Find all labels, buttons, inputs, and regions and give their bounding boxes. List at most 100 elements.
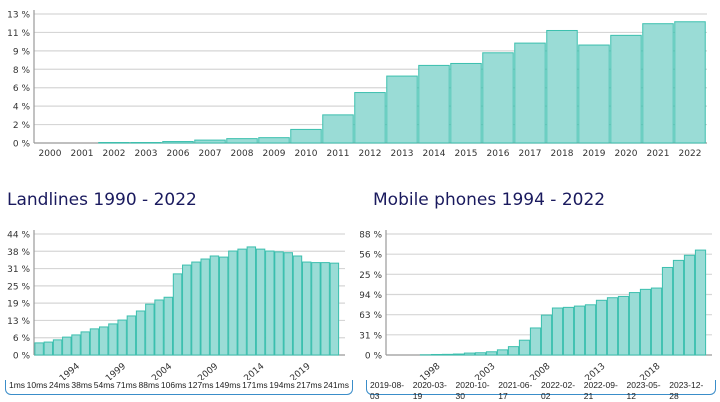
bar-2009 bbox=[259, 138, 290, 143]
slider-label: 194ms bbox=[269, 380, 295, 391]
bar-2021 bbox=[684, 255, 694, 355]
slider-label: 2020-10-30 bbox=[456, 380, 499, 402]
bar-2006 bbox=[183, 265, 191, 355]
bar-2012 bbox=[355, 93, 386, 143]
y-tick-label: 0 % bbox=[365, 352, 383, 362]
bar-1998 bbox=[431, 354, 441, 355]
x-tick-label: 1994 bbox=[58, 361, 82, 380]
bar-2018 bbox=[293, 256, 301, 355]
slider-label: 71ms bbox=[116, 380, 137, 391]
y-tick-label: 6 % bbox=[13, 84, 31, 94]
bar-2016 bbox=[483, 53, 514, 143]
bar-2012 bbox=[238, 249, 246, 355]
bar-2014 bbox=[607, 298, 617, 355]
x-tick-label: 2001 bbox=[71, 149, 94, 159]
bar-2001 bbox=[136, 311, 144, 355]
y-tick-label: 156 % bbox=[360, 251, 382, 261]
y-tick-label: 38 % bbox=[7, 248, 30, 258]
x-tick-label: 2007 bbox=[199, 149, 222, 159]
mobile-title: Mobile phones 1994 - 2022 bbox=[373, 190, 605, 210]
bar-2017 bbox=[515, 43, 546, 143]
slider-label: 2020-03-19 bbox=[413, 380, 456, 402]
bar-2007 bbox=[195, 140, 226, 143]
slider-label: 38ms bbox=[71, 380, 92, 391]
y-tick-label: 94 % bbox=[360, 291, 382, 301]
y-tick-label: 9 % bbox=[13, 47, 31, 57]
bar-2021 bbox=[643, 24, 674, 143]
y-tick-label: 63 % bbox=[360, 311, 382, 321]
bar-2007 bbox=[192, 262, 200, 355]
bar-2020 bbox=[611, 35, 642, 143]
bar-2015 bbox=[451, 63, 482, 143]
slider-label: 2022-09-21 bbox=[584, 380, 627, 402]
slider-label: 106ms bbox=[161, 380, 187, 391]
bar-2016 bbox=[275, 252, 283, 355]
bar-2013 bbox=[387, 76, 418, 143]
y-tick-label: 11 % bbox=[7, 29, 30, 39]
bar-2020 bbox=[312, 263, 320, 355]
bar-2006 bbox=[163, 142, 194, 143]
bar-1996 bbox=[90, 329, 98, 355]
x-tick-label: 2018 bbox=[551, 149, 574, 159]
slider-label: 241ms bbox=[323, 380, 349, 391]
x-tick-label: 2021 bbox=[647, 149, 670, 159]
slider-label: 2023-12-28 bbox=[669, 380, 712, 402]
mobile-chart: 0 %31 %63 %94 %125 %156 %188 %1998200320… bbox=[360, 220, 720, 380]
bar-2001 bbox=[464, 353, 474, 355]
slider-label: 10ms bbox=[27, 380, 48, 391]
bar-2005 bbox=[508, 347, 518, 355]
bar-2011 bbox=[229, 251, 237, 355]
bar-2010 bbox=[563, 307, 573, 355]
bar-2000 bbox=[453, 354, 463, 355]
bar-2004 bbox=[497, 350, 507, 355]
slider-label: 171ms bbox=[242, 380, 268, 391]
x-tick-label: 2003 bbox=[135, 149, 158, 159]
y-tick-label: 13 % bbox=[7, 317, 30, 327]
slider-label: 2022-02-02 bbox=[541, 380, 584, 402]
x-tick-label: 2014 bbox=[243, 361, 267, 380]
y-tick-label: 13 % bbox=[7, 11, 30, 21]
y-tick-label: 0 % bbox=[13, 140, 31, 150]
y-tick-label: 2 % bbox=[13, 121, 31, 131]
bar-1998 bbox=[109, 324, 117, 355]
bar-1992 bbox=[53, 340, 61, 355]
bar-2016 bbox=[629, 293, 639, 355]
x-tick-label: 2010 bbox=[295, 149, 318, 159]
bar-2003 bbox=[486, 352, 496, 355]
bar-2011 bbox=[574, 306, 584, 355]
x-tick-label: 2009 bbox=[196, 361, 220, 380]
bar-2004 bbox=[164, 297, 172, 355]
bar-2008 bbox=[541, 315, 551, 355]
bar-2021 bbox=[321, 263, 329, 355]
bar-1993 bbox=[63, 337, 71, 355]
bar-2006 bbox=[519, 340, 529, 355]
x-tick-label: 2000 bbox=[39, 149, 62, 159]
bar-2017 bbox=[640, 289, 650, 355]
x-tick-label: 2008 bbox=[528, 361, 552, 380]
bar-2005 bbox=[173, 274, 181, 355]
landlines-title: Landlines 1990 - 2022 bbox=[7, 190, 197, 210]
y-tick-label: 6 % bbox=[13, 334, 31, 344]
bar-2022 bbox=[695, 250, 705, 355]
x-tick-label: 2013 bbox=[583, 362, 607, 380]
y-tick-label: 125 % bbox=[360, 271, 382, 281]
bar-2018 bbox=[651, 288, 661, 355]
bar-2022 bbox=[675, 22, 706, 143]
bar-2014 bbox=[256, 249, 264, 355]
bar-2018 bbox=[547, 30, 578, 143]
bar-2013 bbox=[247, 247, 255, 355]
x-tick-label: 2012 bbox=[359, 149, 382, 159]
x-tick-label: 2004 bbox=[150, 361, 174, 380]
slider-label: 149ms bbox=[215, 380, 241, 391]
y-tick-label: 19 % bbox=[7, 300, 30, 310]
x-tick-label: 2017 bbox=[519, 149, 542, 159]
bar-2017 bbox=[284, 253, 292, 355]
y-tick-label: 4 % bbox=[13, 103, 31, 113]
x-tick-label: 1999 bbox=[104, 361, 128, 380]
bar-2019 bbox=[579, 45, 610, 143]
bar-2003 bbox=[155, 300, 163, 355]
bar-2009 bbox=[552, 308, 562, 355]
